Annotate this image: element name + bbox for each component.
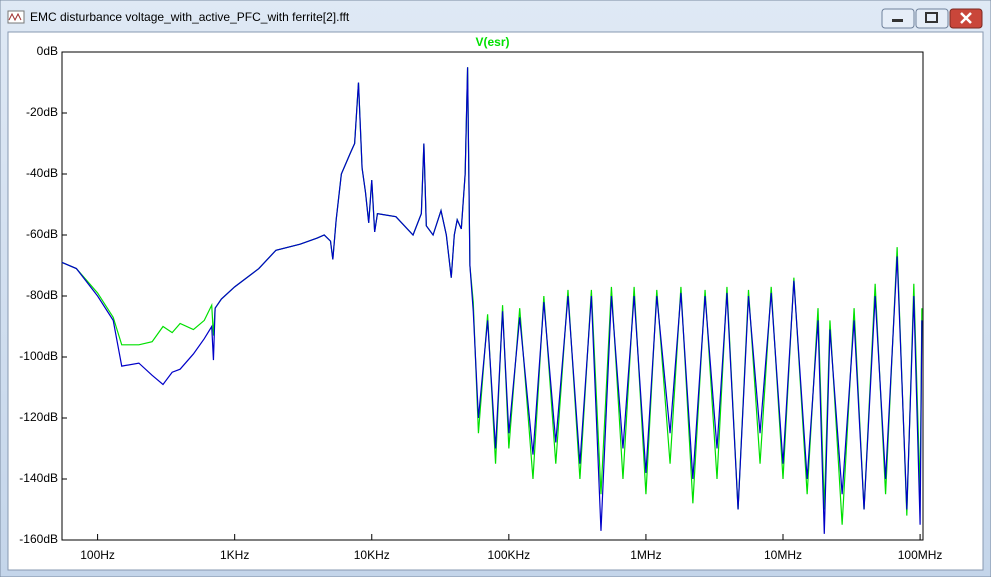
x-tick-label: 1KHz [220,548,249,562]
x-tick-label: 100MHz [898,548,943,562]
y-tick-label: 0dB [37,44,58,58]
y-tick-label: -60dB [26,227,58,241]
x-tick-label: 100Hz [80,548,115,562]
window-title: EMC disturbance voltage_with_active_PFC_… [30,10,350,24]
y-tick-label: -80dB [26,288,58,302]
minimize-button[interactable] [881,8,915,29]
x-tick-label: 10MHz [764,548,802,562]
y-tick-label: -40dB [26,166,58,180]
maximize-button[interactable] [915,8,949,29]
y-tick-label: -20dB [26,105,58,119]
plot: 0dB -20dB -40dB -60dB -80dB -100dB -120dB -140d… [19,35,942,562]
x-tick-label: 100KHz [487,548,530,562]
y-tick-label: -120dB [19,410,58,424]
legend-label: V(esr) [475,35,509,49]
plot-area [61,51,924,541]
y-tick-label: -160dB [19,532,58,546]
series-line [61,67,923,534]
y-tick-label: -140dB [19,471,58,485]
y-tick-label: -100dB [19,349,58,363]
close-button[interactable] [949,8,983,29]
app-icon [7,10,25,24]
x-tick-label: 1MHz [630,548,661,562]
x-tick-label: 10KHz [354,548,390,562]
